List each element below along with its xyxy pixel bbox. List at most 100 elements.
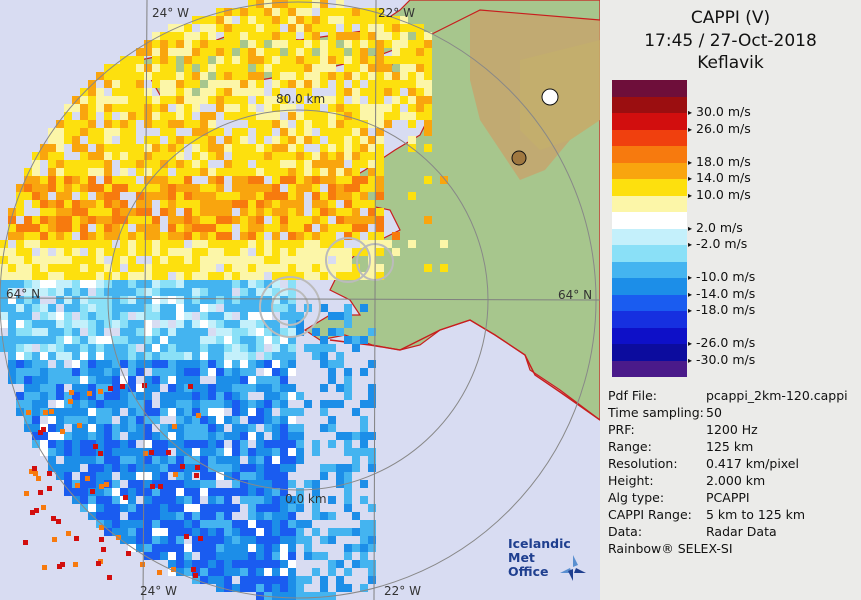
echo-cell: [240, 448, 248, 456]
echo-cell: [120, 352, 128, 360]
echo-cell: [288, 64, 296, 72]
echo-cell: [224, 64, 232, 72]
metadata-row: Range: 125 km: [608, 439, 753, 454]
echo-cell: [184, 208, 192, 216]
echo-cell: [40, 368, 48, 376]
echo-cell: [24, 280, 32, 288]
echo-cell: [112, 408, 120, 416]
echo-cell: [368, 544, 376, 552]
legend-swatch: [612, 113, 687, 130]
echo-cell: [240, 576, 248, 584]
echo-cell: [104, 482, 109, 487]
echo-cell: [344, 208, 352, 216]
echo-cell: [200, 40, 208, 48]
echo-cell: [72, 416, 80, 424]
echo-cell: [176, 48, 184, 56]
echo-cell: [34, 508, 39, 513]
echo-cell: [344, 384, 352, 392]
echo-cell: [208, 392, 216, 400]
echo-cell: [120, 104, 128, 112]
echo-cell: [336, 136, 344, 144]
echo-cell: [184, 360, 192, 368]
echo-cell: [104, 128, 112, 136]
echo-cell: [128, 280, 136, 288]
echo-cell: [272, 584, 280, 592]
echo-cell: [128, 528, 136, 536]
echo-cell: [208, 264, 216, 272]
echo-cell: [232, 152, 240, 160]
echo-cell: [176, 224, 184, 232]
echo-cell: [288, 48, 296, 56]
echo-cell: [104, 504, 112, 512]
echo-cell: [152, 360, 160, 368]
echo-cell: [128, 136, 136, 144]
echo-cell: [120, 328, 128, 336]
echo-cell: [64, 272, 72, 280]
clutter-ring-1: [259, 276, 321, 338]
echo-cell: [208, 304, 216, 312]
echo-cell: [48, 176, 56, 184]
echo-cell: [336, 328, 344, 336]
echo-cell: [352, 456, 360, 464]
echo-cell: [256, 528, 264, 536]
echo-cell: [152, 504, 160, 512]
echo-cell: [128, 376, 136, 384]
echo-cell: [160, 368, 168, 376]
echo-cell: [424, 112, 432, 120]
echo-cell: [152, 280, 160, 288]
echo-cell: [416, 56, 424, 64]
echo-cell: [272, 496, 280, 504]
echo-cell: [296, 80, 304, 88]
echo-cell: [104, 464, 112, 472]
echo-cell: [158, 484, 163, 489]
echo-cell: [24, 400, 32, 408]
echo-cell: [144, 280, 152, 288]
echo-cell: [48, 168, 56, 176]
echo-cell: [376, 128, 384, 136]
echo-cell: [376, 88, 384, 96]
echo-cell: [224, 312, 232, 320]
echo-cell: [120, 224, 128, 232]
echo-cell: [280, 40, 288, 48]
echo-cell: [120, 168, 128, 176]
echo-cell: [288, 544, 296, 552]
echo-cell: [160, 328, 168, 336]
label-lon-24w-top: 24° W: [152, 6, 189, 20]
echo-cell: [264, 512, 272, 520]
echo-cell: [198, 536, 203, 541]
echo-cell: [168, 40, 176, 48]
echo-cell: [368, 176, 376, 184]
echo-cell: [64, 296, 72, 304]
echo-cell: [232, 488, 240, 496]
echo-cell: [128, 408, 136, 416]
echo-cell: [224, 488, 232, 496]
echo-cell: [256, 264, 264, 272]
product-datetime: 17:45 / 27-Oct-2018: [644, 31, 817, 51]
echo-cell: [312, 56, 320, 64]
metadata-row: Data: Radar Data: [608, 524, 777, 539]
echo-cell: [72, 224, 80, 232]
echo-cell: [224, 384, 232, 392]
echo-cell: [144, 40, 152, 48]
echo-cell: [33, 471, 38, 476]
echo-cell: [304, 344, 312, 352]
echo-cell: [0, 296, 8, 304]
echo-cell: [136, 520, 144, 528]
echo-cell: [272, 336, 280, 344]
echo-cell: [320, 240, 328, 248]
echo-cell: [40, 200, 48, 208]
echo-cell: [192, 280, 200, 288]
echo-cell: [48, 312, 56, 320]
echo-cell: [416, 112, 424, 120]
echo-cell: [272, 216, 280, 224]
echo-cell: [32, 360, 40, 368]
echo-cell: [72, 384, 80, 392]
echo-cell: [72, 392, 80, 400]
echo-cell: [32, 408, 40, 416]
echo-cell: [304, 88, 312, 96]
echo-cell: [240, 216, 248, 224]
echo-cell: [216, 320, 224, 328]
echo-cell: [216, 448, 224, 456]
echo-cell: [224, 248, 232, 256]
legend-tick-label: -26.0 m/s: [688, 335, 755, 350]
